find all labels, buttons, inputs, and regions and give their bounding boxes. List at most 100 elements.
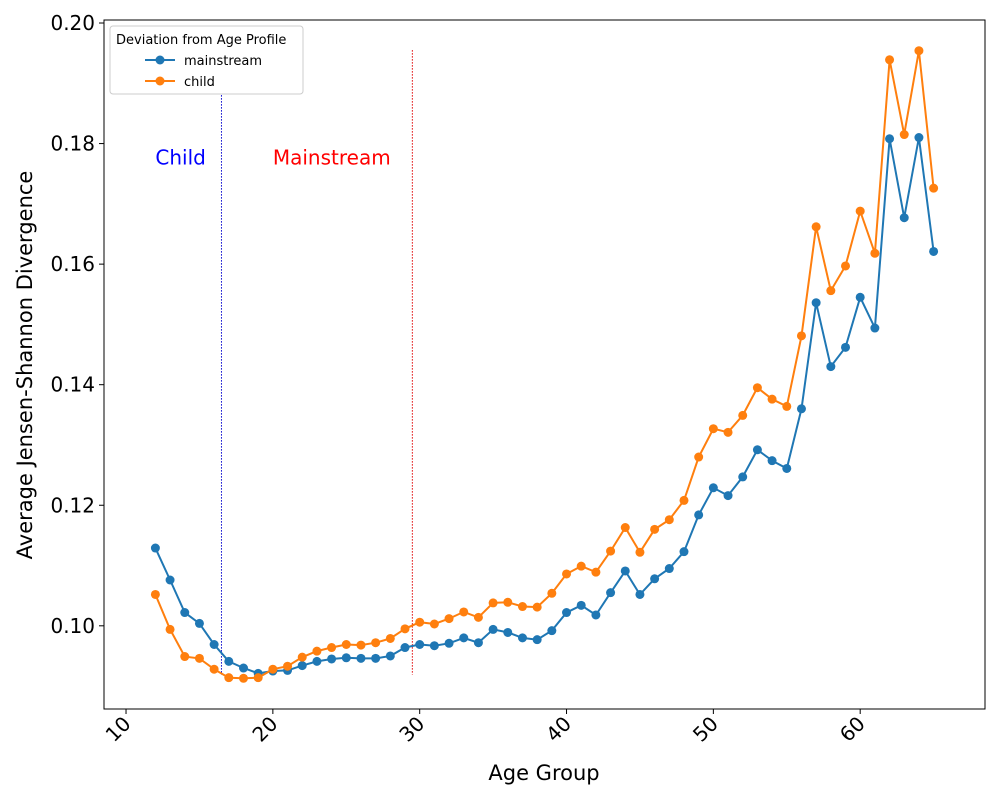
y-tick-label: 0.18 xyxy=(50,132,95,156)
data-point-mainstream xyxy=(459,633,469,643)
data-point-child xyxy=(885,55,895,65)
series-layer xyxy=(150,46,939,683)
legend-marker-mainstream xyxy=(155,55,165,65)
data-point-child xyxy=(562,569,572,579)
data-point-mainstream xyxy=(562,608,572,618)
y-tick-label: 0.20 xyxy=(50,11,95,35)
data-point-child xyxy=(268,664,278,674)
data-point-mainstream xyxy=(327,654,337,664)
data-point-child xyxy=(796,331,806,341)
data-point-child xyxy=(782,401,792,411)
data-point-mainstream xyxy=(620,566,630,576)
data-point-mainstream xyxy=(679,547,689,557)
data-point-child xyxy=(341,640,351,650)
data-point-child xyxy=(826,286,836,296)
data-point-mainstream xyxy=(650,574,660,584)
legend-title: Deviation from Age Profile xyxy=(116,33,286,48)
data-point-mainstream xyxy=(899,213,909,223)
data-point-child xyxy=(297,652,307,662)
data-point-child xyxy=(738,410,748,420)
data-point-mainstream xyxy=(385,651,395,661)
data-point-child xyxy=(841,261,851,271)
y-tick-label: 0.14 xyxy=(50,373,95,397)
data-point-mainstream xyxy=(341,653,351,663)
data-point-child xyxy=(415,617,425,627)
y-axis: 0.10 0.12 0.14 0.16 0.18 0.20 xyxy=(50,11,104,638)
data-point-mainstream xyxy=(811,298,821,308)
data-point-mainstream xyxy=(782,463,792,473)
data-point-child xyxy=(606,546,616,556)
data-point-child xyxy=(929,183,939,193)
data-point-child xyxy=(371,638,381,648)
data-point-child xyxy=(283,661,293,671)
data-point-mainstream xyxy=(855,292,865,302)
data-point-mainstream xyxy=(738,472,748,482)
data-point-mainstream xyxy=(415,640,425,650)
data-point-mainstream xyxy=(312,656,322,666)
data-point-mainstream xyxy=(635,589,645,599)
data-point-mainstream xyxy=(752,445,762,455)
data-point-child xyxy=(767,394,777,404)
data-point-child xyxy=(459,607,469,617)
data-point-mainstream xyxy=(796,404,806,414)
data-point-child xyxy=(488,598,498,608)
data-point-child xyxy=(503,597,513,607)
data-point-mainstream xyxy=(371,653,381,663)
y-tick-label: 0.12 xyxy=(50,493,95,517)
data-point-mainstream xyxy=(150,543,160,553)
y-tick-label: 0.16 xyxy=(50,252,95,276)
data-point-mainstream xyxy=(165,575,175,585)
data-point-mainstream xyxy=(400,643,410,653)
data-point-mainstream xyxy=(606,588,616,598)
annotation-child: Child xyxy=(155,146,205,170)
data-point-child xyxy=(517,602,527,612)
data-point-mainstream xyxy=(870,323,880,333)
legend-marker-child xyxy=(155,76,165,86)
data-point-mainstream xyxy=(591,610,601,620)
data-point-child xyxy=(180,652,190,662)
y-axis-label: Average Jensen-Shannon Divergence xyxy=(13,171,37,560)
data-point-child xyxy=(664,515,674,525)
data-point-child xyxy=(356,640,366,650)
legend-label-mainstream: mainstream xyxy=(184,54,262,69)
data-point-mainstream xyxy=(914,133,924,143)
data-point-mainstream xyxy=(180,608,190,618)
data-point-child xyxy=(855,206,865,216)
legend: Deviation from Age Profile mainstream ch… xyxy=(109,25,304,95)
data-point-child xyxy=(444,614,454,624)
data-point-child xyxy=(635,547,645,557)
plot-frame xyxy=(103,19,986,710)
data-point-child xyxy=(679,495,689,505)
series-child xyxy=(150,46,939,683)
data-point-child xyxy=(224,673,234,683)
data-point-child xyxy=(473,612,483,622)
data-point-mainstream xyxy=(444,638,454,648)
data-point-child xyxy=(327,643,337,653)
data-point-child xyxy=(385,633,395,643)
data-point-child xyxy=(238,673,248,683)
data-point-child xyxy=(429,619,439,629)
data-point-mainstream xyxy=(708,483,718,493)
data-point-child xyxy=(400,624,410,634)
annotation-mainstream: Mainstream xyxy=(273,146,391,170)
data-point-child xyxy=(591,567,601,577)
data-point-child xyxy=(914,46,924,56)
data-point-child xyxy=(253,673,263,683)
data-point-child xyxy=(165,624,175,634)
data-point-child xyxy=(708,424,718,434)
data-point-mainstream xyxy=(356,653,366,663)
data-point-mainstream xyxy=(929,246,939,256)
data-point-child xyxy=(576,561,586,571)
reference-lines xyxy=(220,50,413,675)
data-point-child xyxy=(150,589,160,599)
data-point-mainstream xyxy=(488,624,498,634)
data-point-mainstream xyxy=(503,627,513,637)
data-point-mainstream xyxy=(473,638,483,648)
data-point-mainstream xyxy=(885,134,895,144)
data-point-child xyxy=(532,602,542,612)
data-point-child xyxy=(811,222,821,232)
y-tick-label: 0.10 xyxy=(50,614,95,638)
x-axis-label: Age Group xyxy=(488,761,599,785)
data-point-child xyxy=(312,646,322,656)
